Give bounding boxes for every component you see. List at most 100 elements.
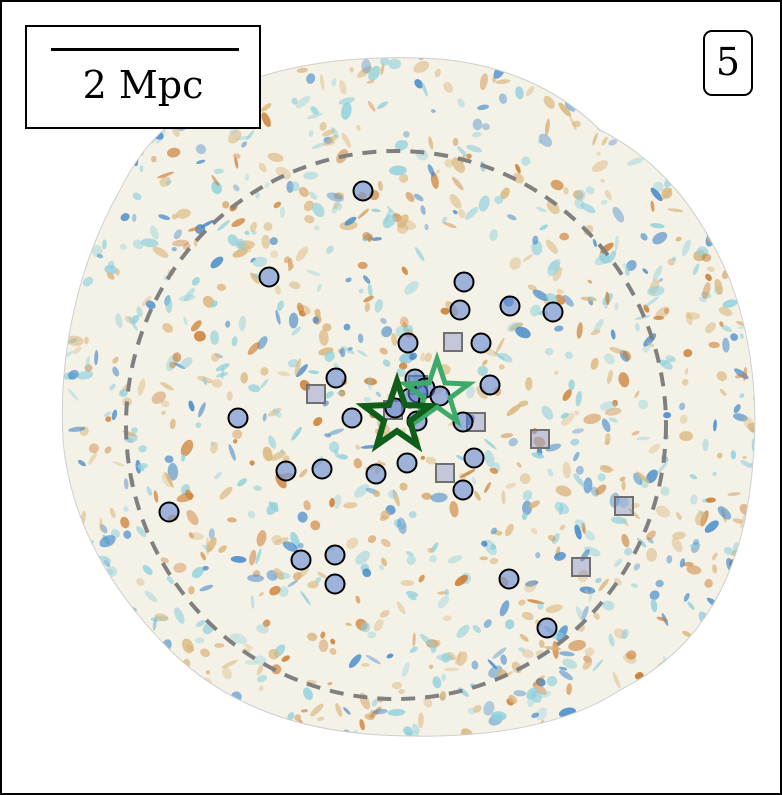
field-blob xyxy=(491,711,507,721)
field-blob xyxy=(489,229,498,241)
field-blob xyxy=(408,352,418,360)
field-blob xyxy=(683,592,690,602)
field-blob xyxy=(123,478,129,490)
field-blob xyxy=(317,571,327,579)
field-blob xyxy=(405,192,415,202)
field-blob xyxy=(649,590,660,601)
field-blob xyxy=(716,452,723,459)
field-blob xyxy=(494,195,504,205)
field-blob xyxy=(704,520,719,533)
field-blob xyxy=(583,477,593,494)
field-blob xyxy=(310,106,319,115)
field-blob xyxy=(364,302,371,312)
field-blob xyxy=(563,187,569,195)
field-blob xyxy=(312,316,320,324)
field-blob xyxy=(387,708,406,717)
field-blob xyxy=(361,662,370,667)
field-blob xyxy=(658,278,664,282)
field-blob xyxy=(279,206,286,218)
field-blob xyxy=(381,326,393,338)
field-blob xyxy=(624,266,631,276)
field-blob xyxy=(621,533,630,548)
field-blob xyxy=(393,519,402,528)
field-blob xyxy=(232,248,248,258)
field-blob xyxy=(256,664,264,676)
field-blob xyxy=(391,333,398,346)
field-blob xyxy=(721,325,732,332)
field-blob xyxy=(250,595,255,609)
field-blob xyxy=(388,489,398,499)
field-blob xyxy=(346,537,359,549)
circle-markers xyxy=(158,180,564,639)
field-blob xyxy=(525,86,535,96)
field-blob xyxy=(647,537,654,544)
field-blob xyxy=(484,450,495,468)
field-blob xyxy=(339,80,347,95)
field-blob xyxy=(84,364,93,372)
galaxy-circle-marker xyxy=(397,332,419,354)
field-blob xyxy=(173,229,183,240)
field-blob xyxy=(171,247,177,252)
field-blob xyxy=(373,619,384,632)
field-blob xyxy=(487,659,497,669)
field-blob xyxy=(318,639,329,653)
field-blob xyxy=(705,273,712,282)
field-blob xyxy=(560,412,569,419)
field-blob xyxy=(537,602,544,610)
field-blob xyxy=(180,357,193,369)
field-blob xyxy=(208,528,215,540)
field-blob xyxy=(340,345,355,355)
field-blob xyxy=(368,65,381,81)
field-blob xyxy=(441,673,447,682)
field-blob xyxy=(329,647,337,655)
field-blob xyxy=(449,194,462,209)
field-blob xyxy=(380,62,385,76)
field-blob xyxy=(647,285,665,297)
field-blob xyxy=(77,459,86,467)
field-blob xyxy=(518,599,526,606)
field-blob xyxy=(582,659,593,670)
field-blob xyxy=(210,441,215,446)
galaxy-circle-marker xyxy=(452,479,474,501)
field-blob xyxy=(432,640,441,648)
field-blob xyxy=(634,390,640,398)
field-blob xyxy=(313,417,323,427)
field-blob xyxy=(656,616,668,622)
field-blob xyxy=(154,613,169,622)
field-blob xyxy=(592,659,604,672)
field-blob xyxy=(499,600,510,617)
field-blob xyxy=(477,365,488,377)
field-blob xyxy=(256,624,269,634)
field-blob xyxy=(404,281,419,295)
field-blob xyxy=(447,555,463,564)
field-blob xyxy=(174,607,185,624)
field-blob xyxy=(349,66,354,73)
field-blob xyxy=(337,454,348,460)
field-blob xyxy=(269,237,278,246)
field-blob xyxy=(296,364,308,378)
field-blob xyxy=(660,486,670,496)
field-blob xyxy=(733,404,741,414)
field-blob xyxy=(149,225,159,240)
field-blob xyxy=(164,455,174,464)
field-blob xyxy=(335,703,343,717)
field-blob xyxy=(379,515,388,522)
field-blob xyxy=(593,318,604,332)
field-blob xyxy=(429,555,437,563)
field-blob xyxy=(622,350,632,361)
field-blob xyxy=(532,682,547,696)
field-blob xyxy=(483,701,495,716)
field-blob xyxy=(612,399,618,407)
field-blob xyxy=(500,433,514,439)
field-blob xyxy=(524,581,537,593)
field-blob xyxy=(345,277,352,283)
field-blob xyxy=(297,511,308,523)
field-blob xyxy=(191,566,204,579)
field-blob xyxy=(341,132,352,148)
field-blob xyxy=(355,550,370,565)
field-blob xyxy=(640,233,648,241)
field-blob xyxy=(358,288,364,294)
field-blob xyxy=(158,214,171,221)
field-blob xyxy=(276,300,284,311)
